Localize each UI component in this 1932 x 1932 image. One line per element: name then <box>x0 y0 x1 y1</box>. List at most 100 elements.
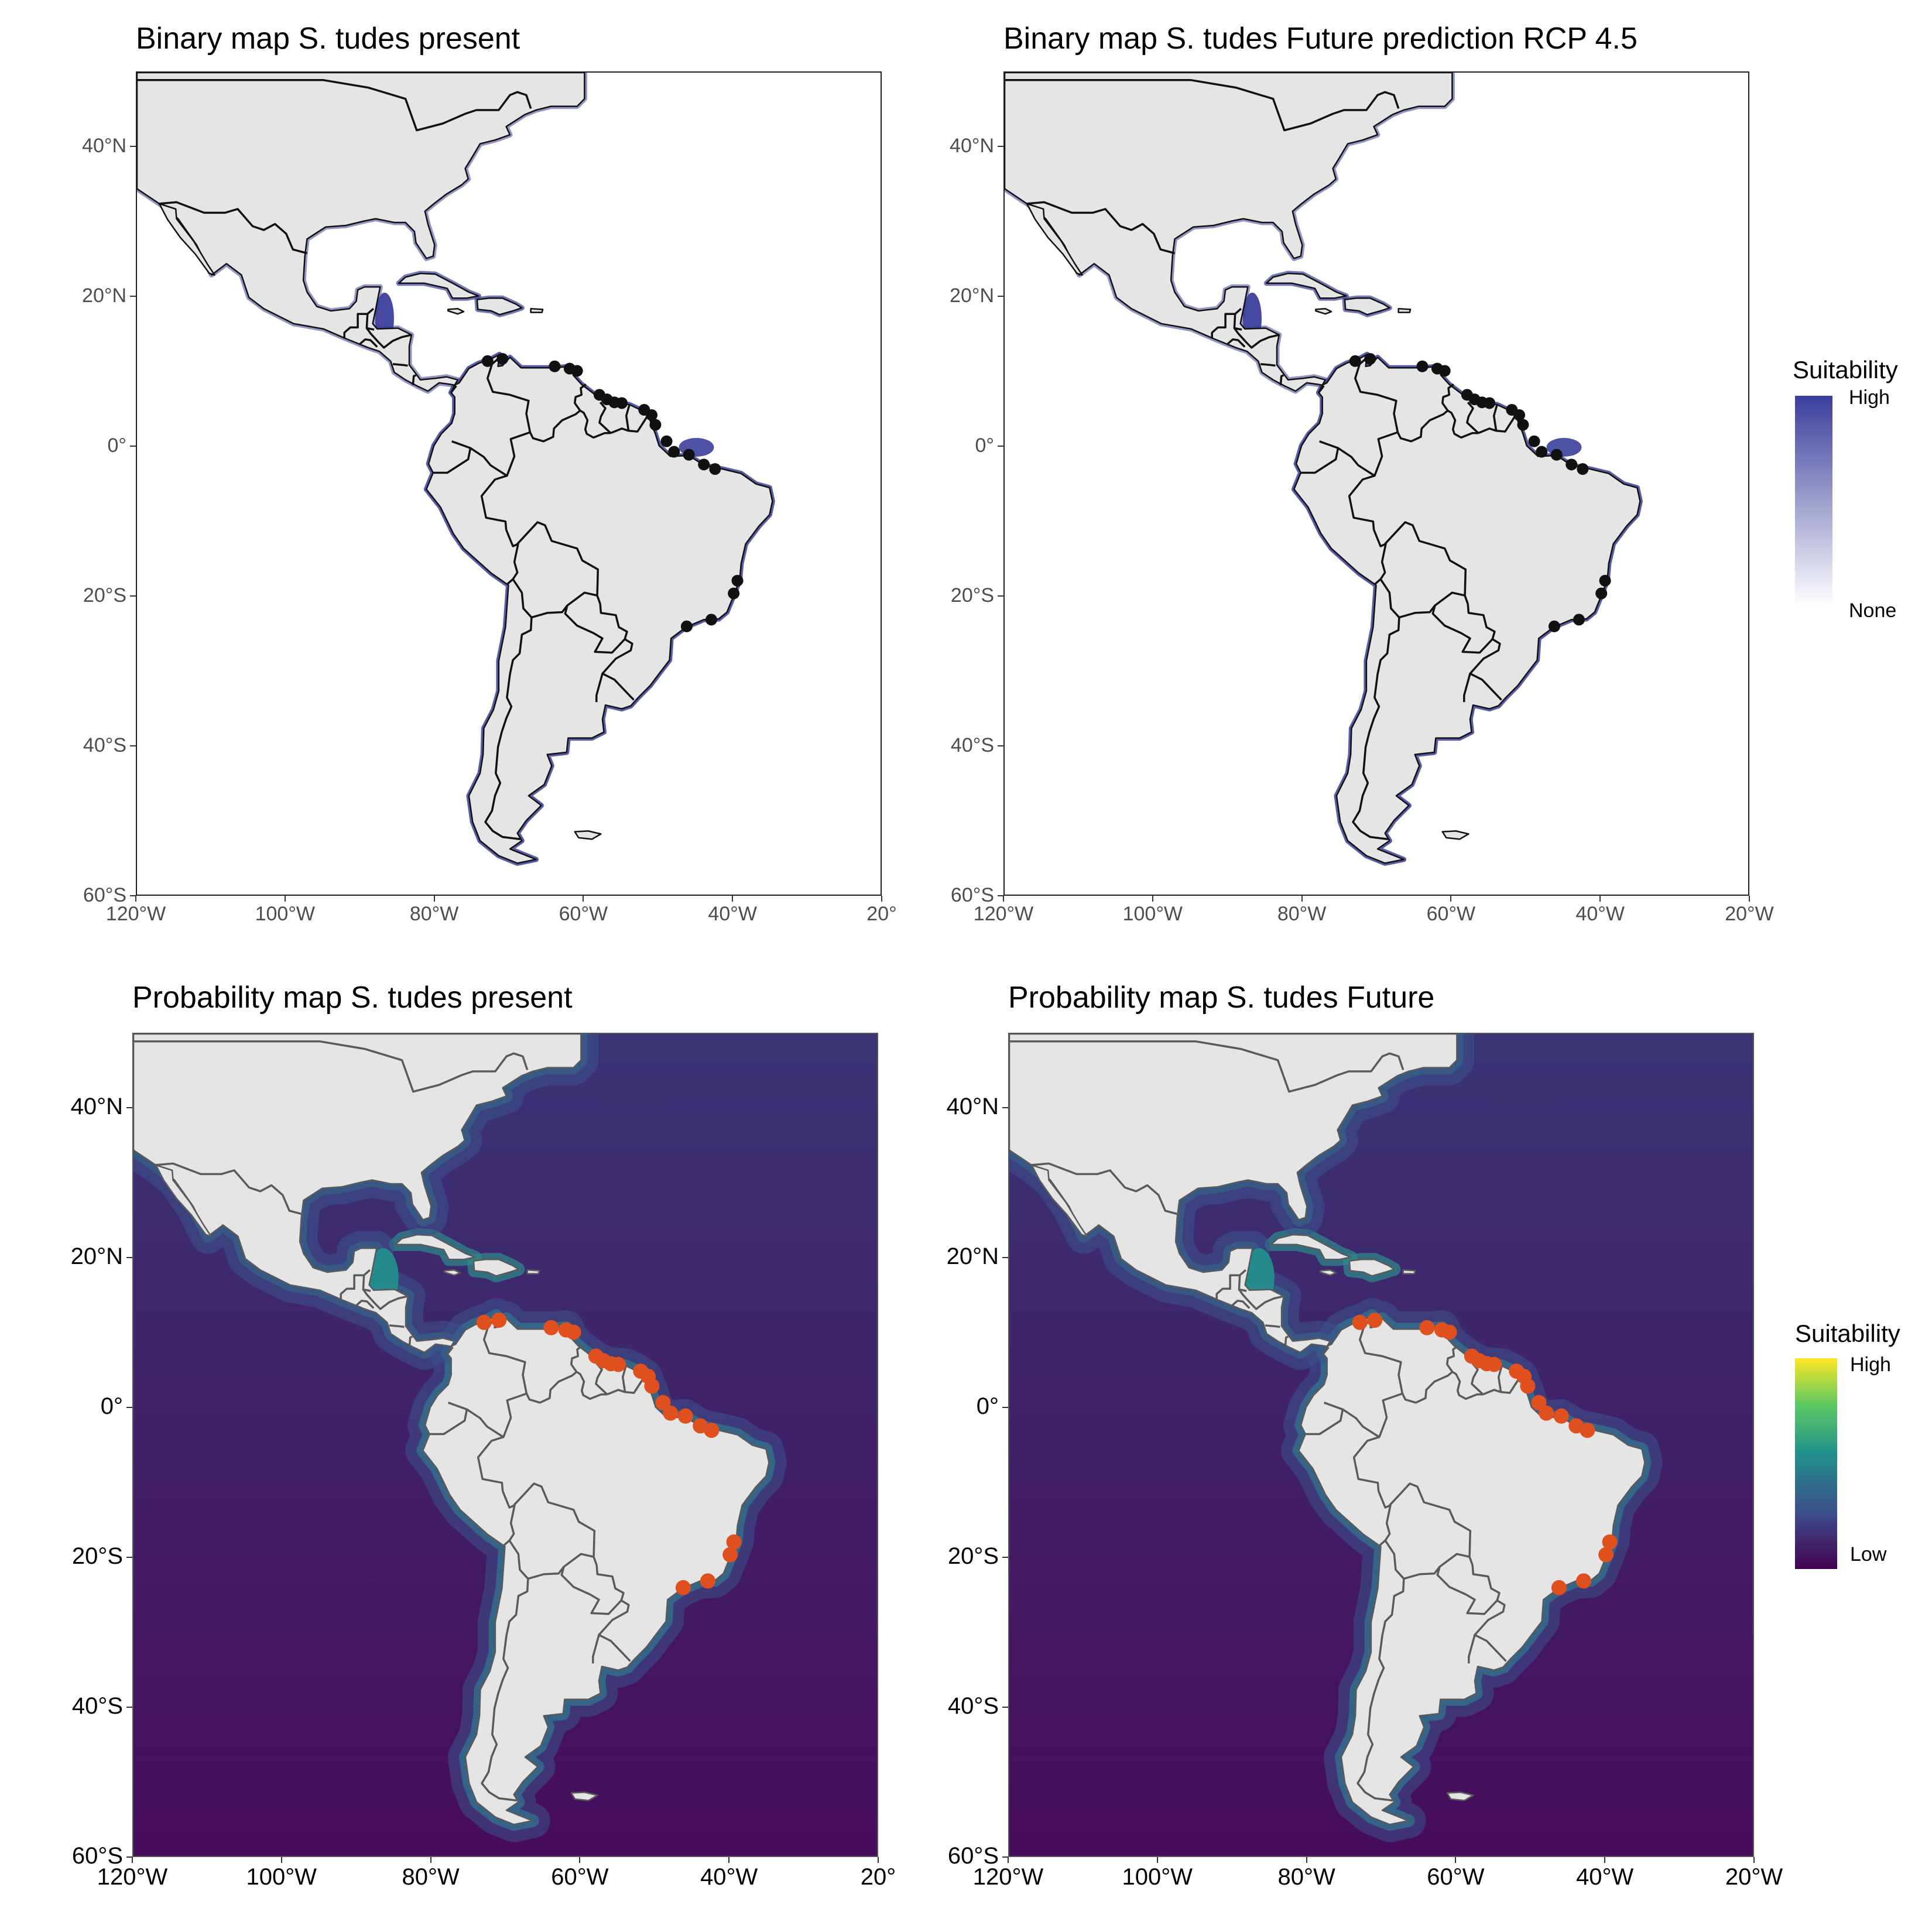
lon-tick-mark <box>583 896 584 902</box>
occurrence-point <box>677 1408 693 1424</box>
lat-tick-label: 60°S <box>947 1843 999 1869</box>
occurrence-point <box>726 1534 742 1550</box>
lat-tick-mark <box>126 1407 132 1408</box>
lon-tick-label: 20°W <box>1725 1864 1783 1890</box>
lon-tick-mark <box>433 896 435 902</box>
occurrence-point <box>1484 397 1496 409</box>
lon-tick-mark <box>1455 1857 1457 1863</box>
occurrence-points <box>1349 352 1611 632</box>
occurrence-point <box>1580 1423 1595 1438</box>
lon-tick-mark <box>881 896 882 902</box>
lon-tick-mark <box>280 1857 282 1863</box>
occurrence-points <box>481 352 744 632</box>
occurrence-point <box>1364 352 1376 365</box>
lon-tick-mark <box>430 1857 431 1863</box>
lat-tick-label: 40°N <box>82 135 126 157</box>
lat-tick-mark <box>130 296 136 297</box>
legend-title-binary: Suitability <box>1793 356 1898 383</box>
occurrence-point <box>1416 360 1429 372</box>
lon-tick-label: 20° <box>860 1864 896 1890</box>
occurrence-point <box>1438 365 1451 377</box>
legend-title-probability: Suitability <box>1795 1320 1900 1347</box>
lat-tick-label: 0° <box>100 1393 123 1419</box>
occurrence-point <box>722 1547 738 1563</box>
lat-tick-label: 20°S <box>71 1543 123 1569</box>
occurrence-point <box>1575 1573 1591 1589</box>
land-masses <box>1005 73 1641 864</box>
lon-tick-mark <box>132 1857 133 1863</box>
lat-tick-label: 20°S <box>83 584 126 607</box>
lon-tick-label: 20°W <box>1725 903 1774 925</box>
binary-map-present <box>136 71 882 896</box>
occurrence-point <box>549 360 561 372</box>
lat-tick-label: 0° <box>975 434 994 457</box>
lon-tick-label: 80°W <box>1277 1864 1335 1890</box>
occurrence-point <box>1419 1320 1435 1335</box>
lat-tick-mark <box>130 595 136 597</box>
lat-tick-mark <box>130 895 136 896</box>
occurrence-point <box>705 614 717 626</box>
lon-tick-label: 80°W <box>409 903 459 925</box>
lon-tick-label: 80°W <box>402 1864 460 1890</box>
lat-tick-label: 20°S <box>947 1543 999 1569</box>
occurrence-point <box>655 1395 671 1410</box>
legend-label-binary-none: None <box>1849 600 1897 622</box>
panel-title-probability-future: Probability map S. tudes Future <box>1008 981 1435 1015</box>
lon-tick-label: 120°W <box>972 1864 1044 1890</box>
occurrence-point <box>543 1320 559 1335</box>
lat-tick-label: 0° <box>976 1393 999 1419</box>
lat-tick-mark <box>1002 1107 1008 1108</box>
occurrence-point <box>698 458 710 471</box>
lon-tick-label: 100°W <box>255 903 316 925</box>
lon-tick-mark <box>1450 896 1452 902</box>
lon-tick-mark <box>1599 896 1601 902</box>
occurrence-point <box>616 397 628 409</box>
country-borders <box>133 1040 645 1802</box>
occurrence-point <box>675 1580 691 1595</box>
lat-tick-label: 40°S <box>947 1693 999 1719</box>
lon-tick-mark <box>1008 1857 1009 1863</box>
lon-tick-label: 120°W <box>973 903 1034 925</box>
country-borders <box>1005 79 1516 841</box>
occurrence-point <box>728 587 740 600</box>
lon-tick-label: 100°W <box>1122 1864 1193 1890</box>
occurrence-point <box>660 435 673 447</box>
lat-tick-mark <box>1002 1856 1008 1858</box>
lat-tick-mark <box>1002 1707 1008 1708</box>
lat-tick-mark <box>126 1707 132 1708</box>
lat-tick-mark <box>998 296 1003 297</box>
lon-tick-label: 120°W <box>97 1864 168 1890</box>
lat-tick-label: 60°S <box>950 884 994 906</box>
occurrence-point <box>668 446 680 458</box>
occurrence-point <box>566 1324 581 1340</box>
lat-tick-label: 40°N <box>950 135 994 157</box>
occurrence-point <box>1551 1580 1567 1595</box>
lat-tick-mark <box>1002 1557 1008 1558</box>
occurrence-point <box>649 419 662 431</box>
legend-label-binary-high: High <box>1849 386 1890 409</box>
occurrence-point <box>1602 1534 1618 1550</box>
probability-map-present <box>132 1033 878 1857</box>
map-canvas <box>137 73 881 895</box>
lat-tick-label: 40°S <box>83 734 126 756</box>
occurrence-point <box>1595 587 1608 600</box>
occurrence-point <box>731 574 744 587</box>
lon-tick-mark <box>284 896 286 902</box>
lat-tick-mark <box>130 745 136 746</box>
lat-tick-mark <box>126 1557 132 1558</box>
land-masses <box>1009 1034 1646 1825</box>
lon-tick-mark <box>1749 896 1750 902</box>
occurrence-point <box>1577 463 1589 475</box>
lat-tick-mark <box>1002 1407 1008 1408</box>
occurrence-point <box>476 1314 492 1330</box>
lon-tick-mark <box>1003 896 1004 902</box>
map-canvas <box>133 1034 877 1856</box>
lon-tick-mark <box>1156 1857 1158 1863</box>
legend-bar-binary <box>1795 396 1832 607</box>
panel-title-binary-future: Binary map S. tudes Future prediction RC… <box>1003 22 1638 56</box>
binary-map-future <box>1003 71 1749 896</box>
occurrence-point <box>1566 458 1578 471</box>
lon-tick-label: 120°W <box>105 903 166 925</box>
lat-tick-mark <box>126 1856 132 1858</box>
occurrence-points <box>476 1312 742 1595</box>
